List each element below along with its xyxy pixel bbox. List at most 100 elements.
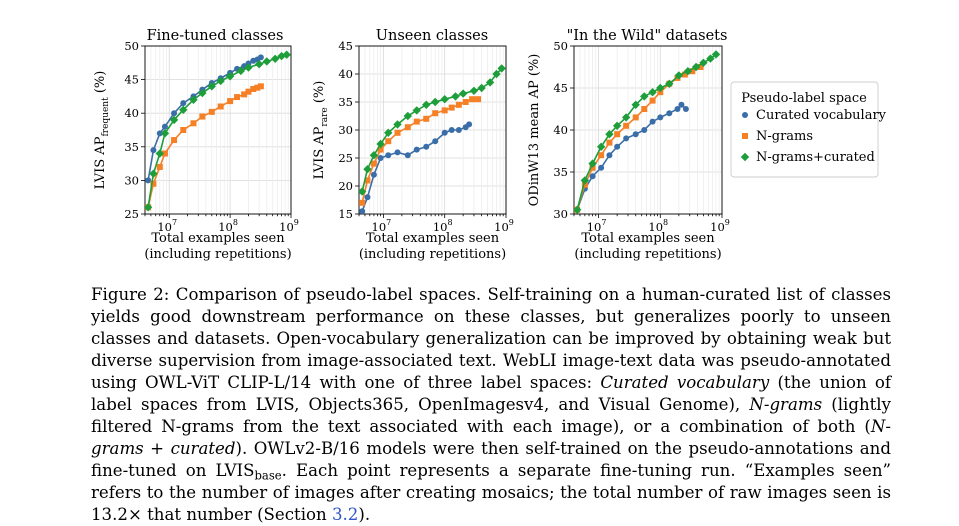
y-tick-label: 40 [124, 106, 139, 120]
data-point-square [614, 131, 621, 138]
figure-svg: 25 30 35 40 45 50 107 108 109 Fine-tuned classes L… [93, 28, 887, 262]
data-point-square [190, 120, 197, 127]
chart-title: Fine-tuned classes [147, 28, 284, 44]
data-point-square [441, 107, 448, 114]
data-point-diamond [477, 83, 486, 93]
data-point-square [404, 124, 411, 131]
data-point-diamond [207, 82, 216, 91]
data-point-square [180, 127, 187, 133]
y-tick-label: 45 [124, 73, 139, 87]
series-group [574, 50, 721, 214]
chart-title: "In the Wild" datasets [567, 28, 728, 44]
caption-em-ngrams: N-grams [749, 395, 823, 414]
data-point-diamond [469, 86, 479, 95]
section-reference-link[interactable]: 3.2 [331, 505, 359, 524]
data-point-diamond [369, 151, 379, 160]
data-point-square [432, 110, 439, 117]
data-point-diamond [596, 142, 606, 151]
y-axis-label: LVIS APrare (%) [312, 81, 330, 180]
data-point-diamond [440, 95, 449, 104]
legend-marker-square [742, 133, 748, 139]
plot-frame [144, 45, 292, 215]
data-point-square [234, 94, 241, 101]
data-point-diamond [451, 92, 460, 101]
data-point-diamond [155, 149, 164, 158]
y-tick-label: 35 [338, 95, 353, 109]
data-point-diamond [198, 88, 207, 98]
data-point-diamond [179, 105, 188, 115]
data-point-diamond [497, 64, 506, 73]
data-point-diamond [160, 129, 170, 138]
legend-label: N-grams+curated [756, 150, 875, 165]
chart-title: Unseen classes [376, 28, 488, 44]
data-point-diamond [485, 78, 495, 87]
data-point-circle [641, 127, 648, 133]
chart-panel-2: 15 20 25 30 35 40 45 107 108 109 Unseen classes LVI… [312, 28, 514, 262]
x-axis-label: Total examples seen [366, 231, 500, 246]
data-point-circle [404, 152, 411, 159]
data-point-diamond [277, 51, 286, 61]
data-point-square [469, 96, 476, 103]
data-point-square [455, 101, 462, 108]
data-point-circle [377, 155, 384, 161]
data-point-square [681, 71, 688, 78]
data-point-circle [666, 110, 673, 117]
data-point-circle [385, 152, 392, 159]
data-point-diamond [225, 72, 235, 81]
caption-text-1: Comparison of pseudo-label spaces. Self-… [91, 285, 891, 392]
figure-caption: Figure 2: Comparison of pseudo-label spa… [91, 284, 891, 526]
data-point-square [359, 199, 366, 206]
legend-box [730, 81, 879, 178]
x-axis-label-sub: (including repetitions) [574, 247, 721, 262]
data-point-circle [678, 101, 685, 108]
y-tick-label: 35 [553, 165, 568, 179]
data-point-square [217, 103, 224, 110]
data-point-square [257, 83, 264, 90]
data-point-square [208, 108, 215, 115]
data-point-diamond [699, 58, 708, 67]
data-point-square [475, 96, 482, 103]
caption-text-2: (the union of label spaces from LVIS, Ob… [91, 373, 892, 414]
y-tick-label: 30 [553, 207, 568, 221]
data-point-square [227, 98, 234, 105]
data-point-square [394, 129, 401, 136]
data-point-diamond [282, 50, 291, 59]
x-axis-label: Total examples seen [151, 231, 285, 246]
data-point-diamond [244, 63, 253, 72]
data-point-circle [180, 100, 187, 107]
data-point-circle [649, 118, 656, 125]
x-axis-label-sub: (including repetitions) [359, 247, 506, 262]
data-point-diamond [691, 62, 701, 72]
legend-title: Pseudo-label space [741, 91, 867, 106]
data-point-circle [257, 54, 264, 61]
data-point-square [641, 106, 648, 112]
data-point-diamond [605, 130, 614, 139]
data-point-diamond [621, 113, 631, 122]
data-point-diamond [431, 97, 440, 107]
data-point-circle [466, 121, 473, 128]
y-axis-label: LVIS APfrequent (%) [93, 71, 111, 190]
data-point-circle [432, 138, 439, 145]
data-point-diamond [412, 106, 421, 115]
y-tick-label: 25 [124, 207, 139, 221]
data-point-diamond [189, 95, 198, 104]
x-tick-label: 108 [433, 218, 453, 234]
y-tick-label: 30 [124, 173, 139, 187]
data-point-diamond [422, 100, 431, 109]
data-point-square [598, 152, 605, 159]
data-point-square [697, 64, 704, 70]
chart-panel-1: 25 30 35 40 45 50 107 108 109 Fine-tuned classes L… [93, 28, 299, 262]
y-tick-label: 40 [338, 67, 353, 81]
data-point-diamond [588, 159, 597, 168]
data-point-diamond [711, 50, 721, 59]
data-point-circle [606, 152, 613, 159]
y-tick-label: 20 [338, 179, 353, 193]
data-point-diamond [149, 169, 158, 178]
data-point-square [649, 97, 656, 104]
data-point-diamond [169, 115, 179, 125]
data-point-diamond [262, 57, 271, 66]
data-point-diamond [393, 120, 402, 129]
caption-text-6: ). [358, 505, 371, 524]
data-point-diamond [665, 79, 674, 88]
data-point-square [385, 138, 392, 145]
